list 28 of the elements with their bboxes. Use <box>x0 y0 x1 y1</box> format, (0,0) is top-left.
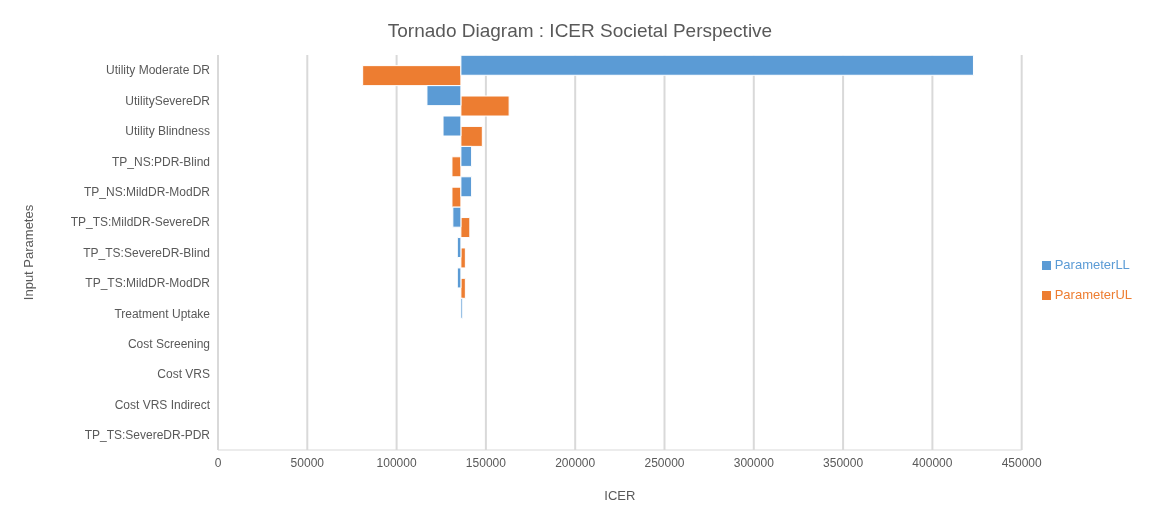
x-tick-label: 100000 <box>376 455 417 470</box>
x-tick-label: 0 <box>214 455 222 470</box>
y-tick-label: Cost VRS Indirect <box>114 397 211 412</box>
y-axis-title: Input Parametes <box>20 204 36 301</box>
chart-title: Tornado Diagram : ICER Societal Perspective <box>386 20 774 43</box>
y-tick-label: TP_TS:SevereDR-Blind <box>83 245 210 260</box>
x-tick-label: 350000 <box>823 455 864 470</box>
y-tick-label: Cost Screening <box>127 336 210 351</box>
x-axis-title: ICER <box>604 488 636 503</box>
legend-label: ParameterLL <box>1054 257 1130 272</box>
x-tick-label: 50000 <box>290 455 325 470</box>
y-tick-label: UtilitySevereDR <box>125 93 211 108</box>
y-tick-label: Utility Moderate DR <box>105 63 211 78</box>
x-tick-label: 150000 <box>465 455 507 470</box>
y-tick-label: TP_NS:PDR-Blind <box>111 154 210 169</box>
y-tick-label: TP_TS:MildDR-ModDR <box>85 276 211 291</box>
y-tick-label: TP_TS:MildDR-SevereDR <box>70 215 211 230</box>
y-tick-label: Utility Blindness <box>125 124 210 139</box>
x-tick-label: 450000 <box>1001 455 1043 470</box>
y-tick-label: Treatment Uptake <box>114 306 211 321</box>
x-tick-label: 400000 <box>912 455 953 470</box>
x-tick-label: 250000 <box>644 455 685 470</box>
x-tick-label: 200000 <box>555 455 596 470</box>
y-tick-label: Cost VRS <box>157 367 210 382</box>
y-tick-label: TP_TS:SevereDR-PDR <box>84 428 211 443</box>
y-tick-label: TP_NS:MildDR-ModDR <box>83 184 211 199</box>
legend-label: ParameterUL <box>1054 287 1132 302</box>
x-tick-label: 300000 <box>733 455 775 470</box>
